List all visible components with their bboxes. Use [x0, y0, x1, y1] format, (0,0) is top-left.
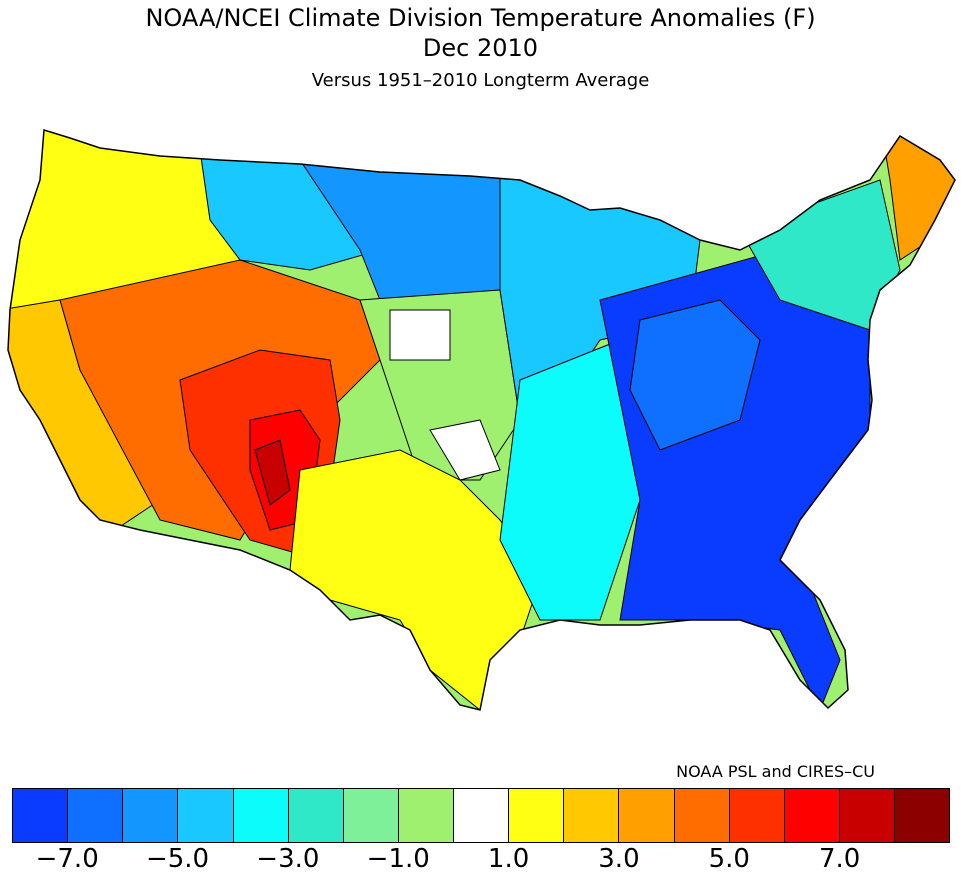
legend-tick-label: −7.0: [35, 844, 99, 874]
legend-swatch: [839, 789, 895, 842]
legend-swatch: [729, 789, 785, 842]
legend-swatch: [343, 789, 399, 842]
legend-tick-label: −1.0: [366, 844, 430, 874]
region-peak-anomaly: [254, 439, 291, 506]
legend-tick-label: 5.0: [708, 844, 750, 874]
legend-swatch: [564, 789, 620, 842]
legend-swatch: [619, 789, 675, 842]
legend-swatch: [178, 789, 234, 842]
legend-tick-label: −3.0: [256, 844, 320, 874]
us-outline: [7, 129, 956, 711]
legend-swatch: [454, 789, 510, 842]
legend-swatch: [509, 789, 565, 842]
legend-tick-label: 7.0: [818, 844, 861, 874]
legend-swatch: [784, 789, 840, 842]
map-caption: Versus 1951–2010 Longterm Average: [311, 70, 650, 91]
legend-swatch: [123, 789, 179, 842]
region-kansas-near-zero: [389, 309, 451, 361]
color-legend-bar: [12, 788, 950, 843]
credit-label: NOAA PSL and CIRES–CU: [676, 762, 875, 781]
legend-swatch: [233, 789, 289, 842]
us-climate-map: [7, 129, 956, 711]
legend-swatch: [895, 789, 950, 842]
legend-tick-label: 3.0: [598, 844, 640, 874]
legend-tick-label: 1.0: [487, 844, 530, 874]
legend-swatch: [13, 789, 69, 842]
legend-swatch: [288, 789, 344, 842]
region-ohio-valley: [629, 299, 761, 451]
map-subtitle: Dec 2010: [422, 34, 539, 62]
legend-swatch: [398, 789, 454, 842]
region-oklahoma-near-zero: [429, 419, 501, 481]
legend-swatch: [674, 789, 730, 842]
legend-tick-label: −5.0: [145, 844, 210, 874]
legend-swatch: [68, 789, 124, 842]
map-title: NOAA/NCEI Climate Division Temperature A…: [145, 4, 816, 32]
